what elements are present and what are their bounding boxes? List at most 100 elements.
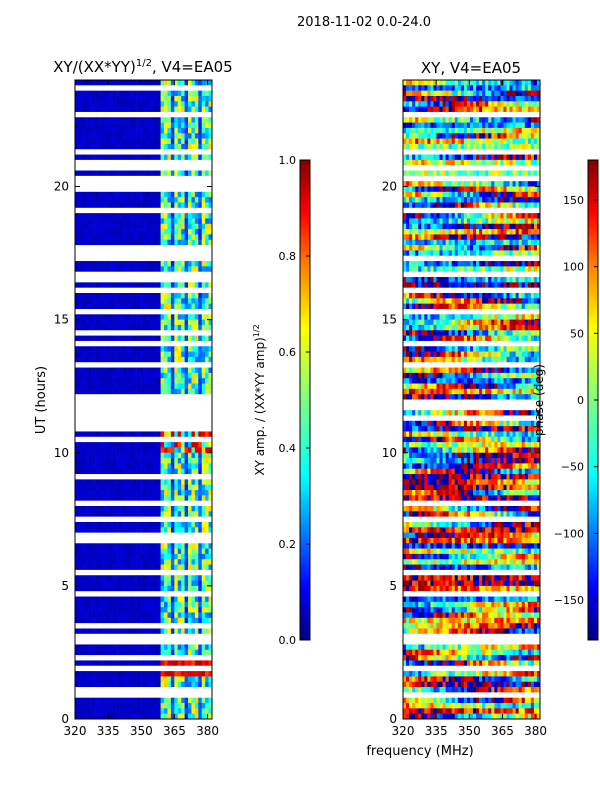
left-heatmap-cell: [122, 154, 127, 161]
left-heatmap-cell: [129, 319, 134, 326]
right-heatmap-cell: [533, 101, 538, 107]
left-heatmap-cell: [136, 239, 141, 246]
right-heatmap-cell: [466, 223, 471, 230]
left-heatmap-cell: [201, 117, 206, 123]
left-heatmap-cell: [198, 101, 203, 107]
left-heatmap-cell: [136, 559, 141, 565]
right-heatmap-cell: [451, 85, 456, 91]
right-heatmap-cell: [476, 319, 480, 326]
right-heatmap-cell: [469, 223, 474, 230]
left-heatmap-cell: [150, 324, 155, 331]
right-heatmap-cell: [439, 127, 443, 134]
left-heatmap-cell: [136, 548, 141, 555]
left-heatmap-cell: [164, 490, 168, 496]
right-heatmap-cell: [521, 277, 526, 283]
left-heatmap-cell: [181, 154, 185, 161]
right-heatmap-cell: [451, 324, 456, 331]
left-heatmap-cell: [153, 298, 158, 304]
left-heatmap-cell: [88, 106, 93, 113]
left-heatmap-cell: [95, 143, 100, 150]
right-heatmap-cell: [500, 245, 504, 251]
left-heatmap-cell: [174, 80, 179, 86]
right-heatmap-cell: [497, 324, 501, 331]
left-heatmap-cell: [174, 697, 179, 704]
left-heatmap-cell: [160, 506, 165, 512]
right-heatmap-cell: [491, 229, 495, 235]
left-heatmap-cell: [191, 229, 196, 235]
left-heatmap-cell: [78, 122, 83, 129]
left-heatmap-cell: [170, 191, 175, 198]
left-heatmap-cell: [109, 495, 113, 501]
left-heatmap-cell: [146, 484, 151, 491]
right-heatmap-cell: [460, 303, 465, 310]
right-heatmap-cell: [476, 303, 480, 310]
left-heatmap-cell: [98, 713, 103, 720]
left-heatmap-cell: [177, 202, 182, 209]
right-heatmap-cell: [524, 101, 529, 107]
left-heatmap-cell: [191, 293, 196, 299]
right-heatmap-cell: [530, 223, 535, 230]
left-heatmap-cell: [188, 266, 192, 273]
right-heatmap-cell: [488, 223, 492, 230]
left-heatmap-cell: [88, 90, 93, 97]
left-heatmap-cell: [102, 213, 107, 219]
right-heatmap-cell: [442, 250, 446, 257]
left-heatmap-cell: [133, 229, 137, 235]
left-heatmap-cell: [92, 442, 96, 448]
left-heatmap-cell: [205, 324, 209, 331]
left-heatmap-cell: [95, 495, 100, 501]
left-heatmap-cell: [129, 527, 134, 533]
left-heatmap-cell: [122, 324, 127, 331]
left-heatmap-cell: [126, 612, 131, 619]
left-heatmap-cell: [184, 143, 189, 150]
right-heatmap-cell: [460, 85, 465, 91]
right-heatmap-cell: [445, 85, 449, 91]
left-heatmap-cell: [119, 138, 124, 145]
right-heatmap-cell: [436, 181, 440, 187]
left-heatmap-cell: [81, 601, 86, 608]
right-heatmap-cell: [469, 239, 474, 246]
left-heatmap-cell: [194, 607, 199, 613]
left-heatmap-cell: [208, 644, 213, 651]
right-heatmap-cell: [491, 303, 495, 310]
right-heatmap-cell: [500, 293, 504, 299]
left-heatmap-cell: [88, 191, 93, 198]
left-heatmap-cell: [112, 319, 117, 326]
right-heatmap-cell: [406, 106, 410, 113]
left-heatmap-cell: [85, 484, 89, 491]
left-heatmap-cell: [160, 660, 165, 667]
right-heatmap-cell: [469, 186, 474, 193]
left-heatmap-cell: [88, 319, 93, 326]
left-heatmap-cell: [140, 101, 144, 107]
right-heatmap-cell: [476, 170, 480, 177]
right-heatmap-cell: [415, 154, 419, 161]
left-heatmap-cell: [170, 468, 175, 475]
left-heatmap-cell: [98, 229, 103, 235]
left-heatmap-cell: [153, 202, 158, 209]
left-heatmap-cell: [78, 463, 83, 470]
right-heatmap-cell: [439, 186, 443, 193]
right-heatmap-cell: [418, 330, 422, 336]
left-heatmap-cell: [143, 527, 148, 533]
right-heatmap-cell: [466, 218, 471, 225]
right-heatmap-cell: [521, 250, 526, 257]
left-heatmap-cell: [85, 191, 89, 198]
left-heatmap-cell: [146, 346, 151, 352]
right-heatmap-cell: [463, 239, 468, 246]
left-heatmap-cell: [140, 681, 144, 688]
right-heatmap-cell: [463, 191, 468, 198]
left-heatmap-cell: [95, 197, 100, 203]
left-heatmap-cell: [140, 553, 144, 560]
left-heatmap-cell: [164, 649, 168, 656]
right-heatmap-cell: [518, 186, 523, 193]
left-heatmap-cell: [150, 463, 155, 470]
right-heatmap-cell: [427, 154, 431, 161]
left-heatmap-cell: [78, 564, 83, 571]
right-heatmap-cell: [518, 324, 523, 331]
left-heatmap-cell: [153, 644, 158, 651]
left-heatmap-cell: [88, 463, 93, 470]
left-heatmap-cell: [153, 234, 158, 241]
right-heatmap-cell: [515, 303, 519, 310]
left-heatmap-cell: [150, 346, 155, 352]
right-heatmap-cell: [524, 229, 529, 235]
